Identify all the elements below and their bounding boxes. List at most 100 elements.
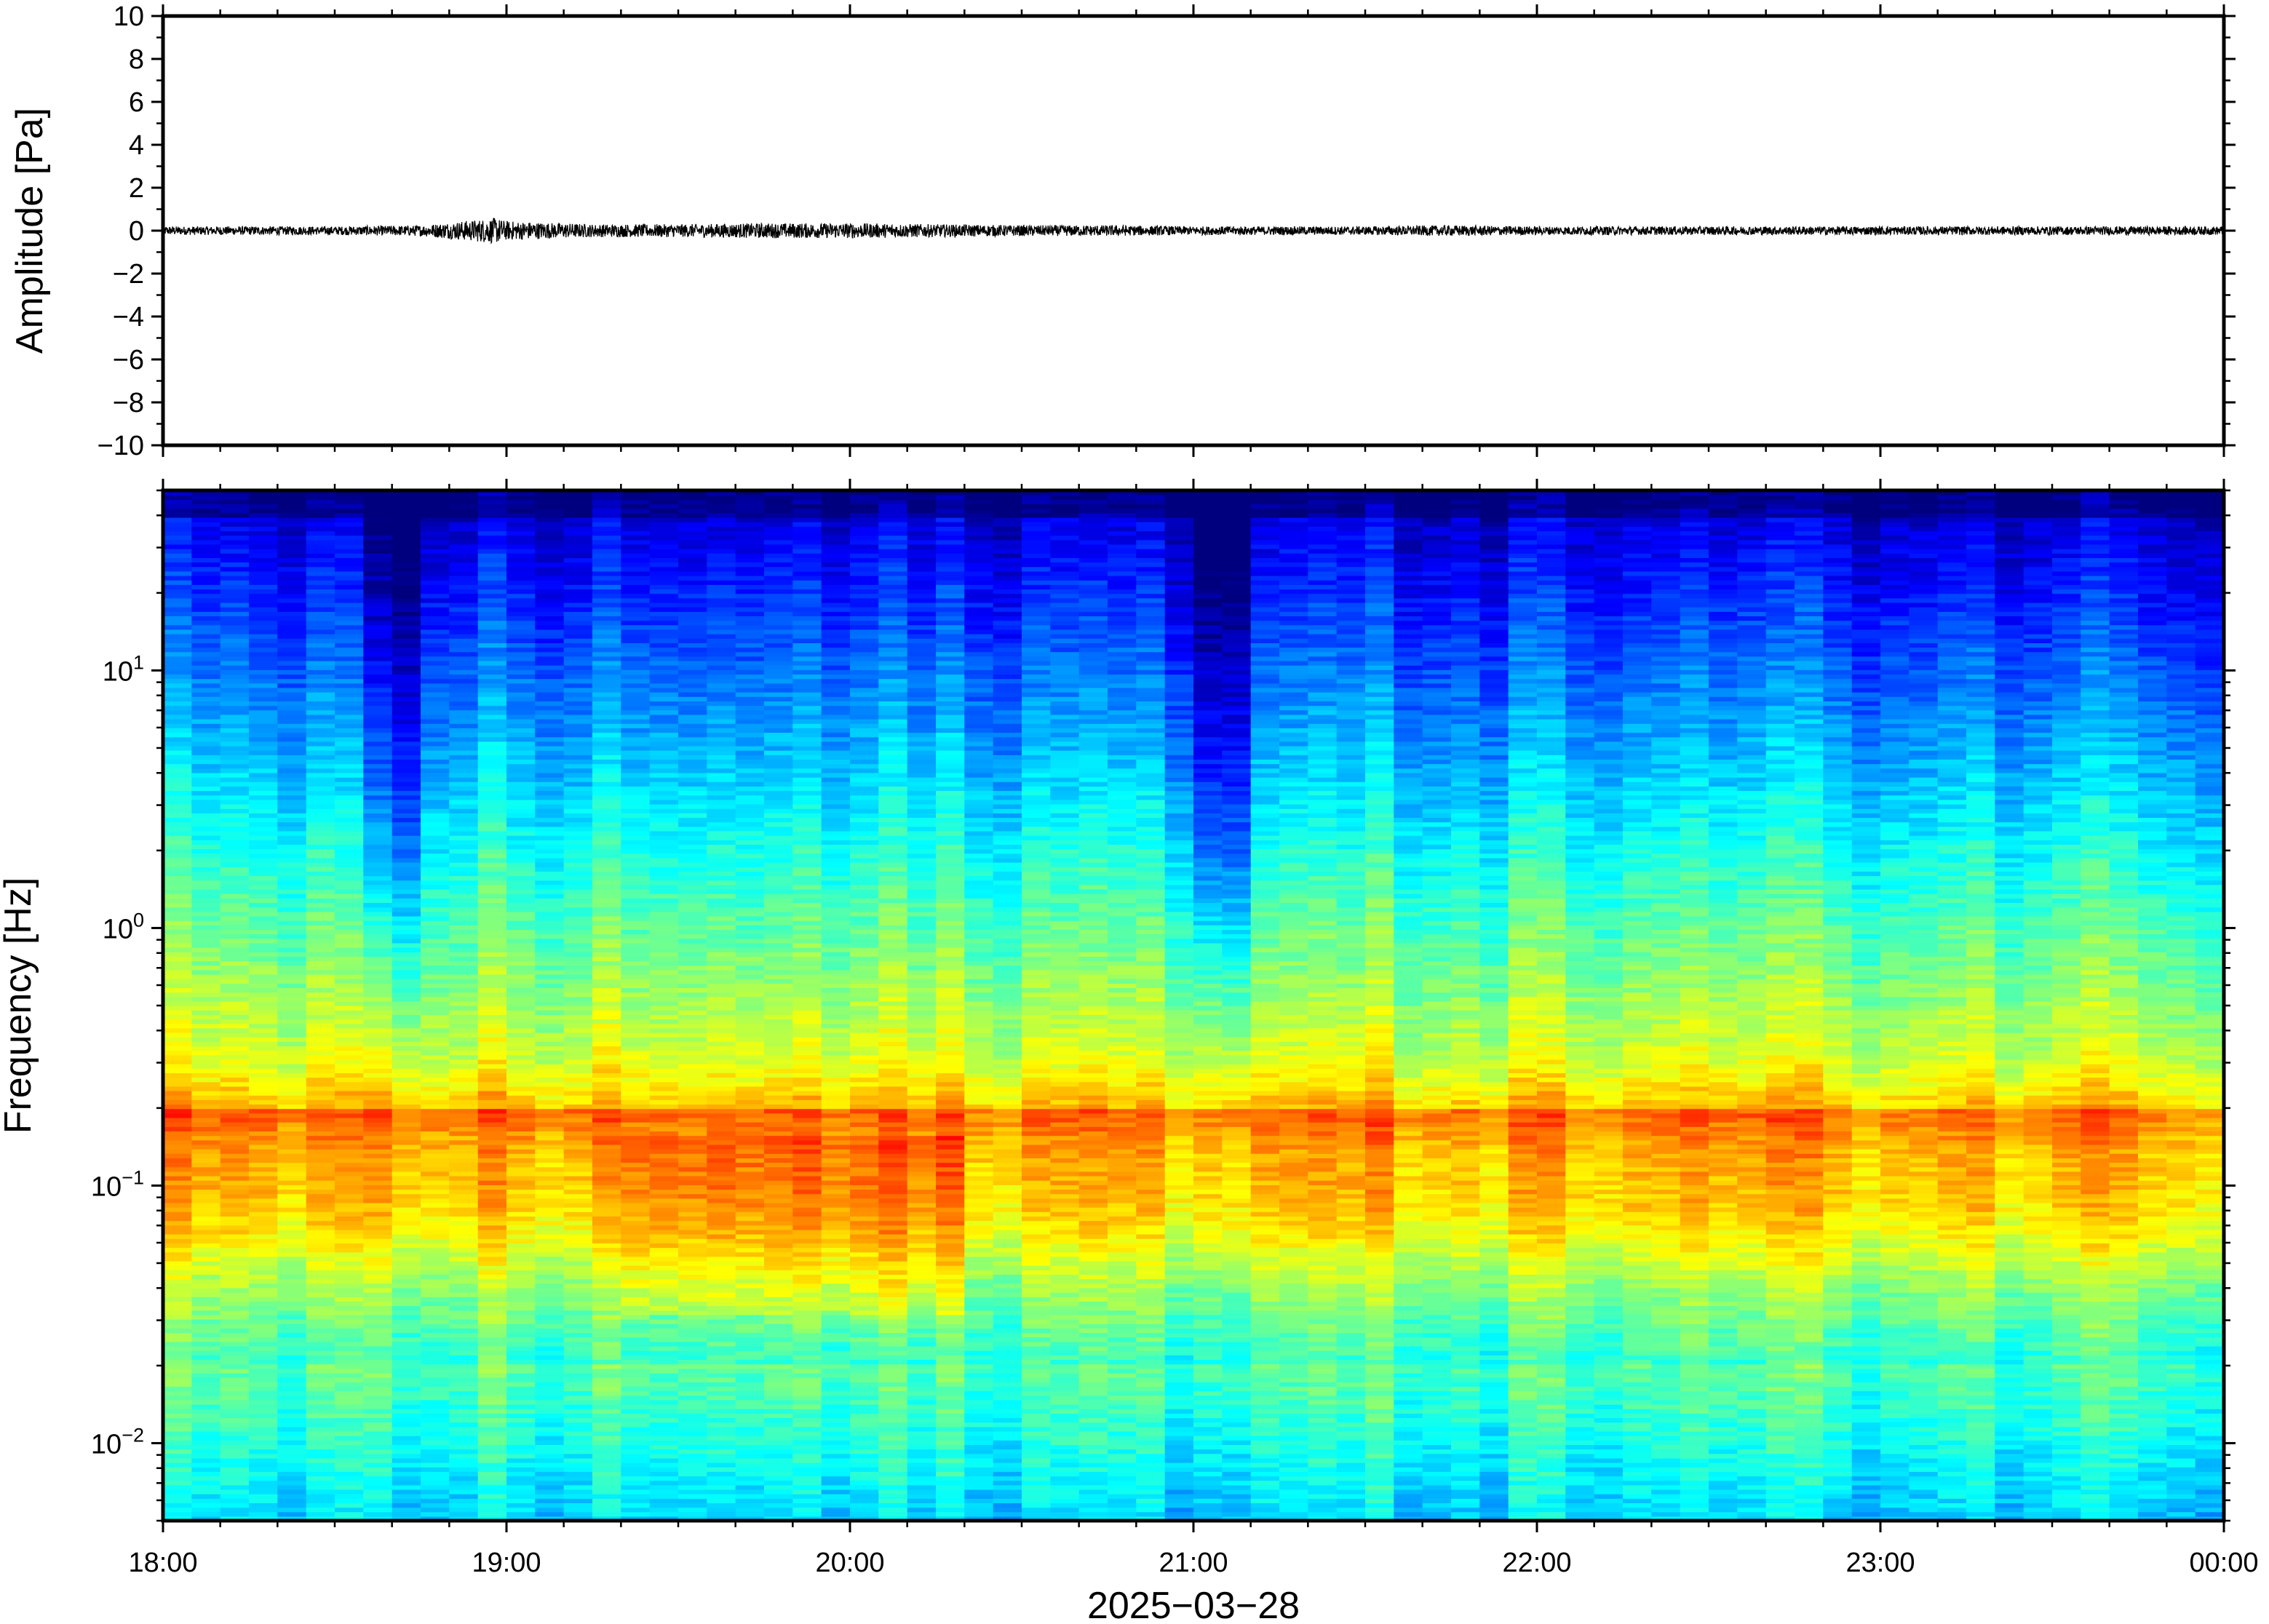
spectrogram-cell (535, 696, 565, 701)
spectrogram-cell (678, 893, 707, 899)
spectrogram-cell (563, 1489, 593, 1494)
spectrogram-cell (335, 1122, 364, 1127)
spectrogram-cell (277, 1185, 307, 1190)
spectrogram-cell (592, 804, 621, 809)
spectrogram-cell (477, 647, 507, 653)
spectrogram-cell (477, 530, 507, 536)
spectrogram-cell (535, 893, 565, 899)
spectrogram-cell (249, 1032, 278, 1038)
spectrogram-cell (735, 1027, 765, 1033)
spectrogram-cell (249, 1041, 278, 1047)
spectrogram-cell (707, 1158, 736, 1163)
spectrogram-cell (163, 808, 192, 813)
spectrogram-cell (191, 1153, 221, 1158)
spectrogram-cell (335, 719, 364, 724)
spectrogram-cell (421, 1086, 450, 1091)
spectrogram-cell (306, 1081, 335, 1087)
spectrogram-cell (535, 1207, 565, 1212)
spectrogram-cell (421, 1337, 450, 1342)
spectrogram-cell (563, 638, 593, 643)
spectrogram-cell (163, 1158, 192, 1163)
spectrogram-cell (506, 915, 536, 921)
spectrogram-cell (506, 781, 536, 787)
spectrogram-cell (535, 1139, 565, 1145)
spectrogram-cell (649, 1345, 679, 1351)
spectrogram-cell (735, 1099, 765, 1105)
spectrogram-cell (735, 880, 765, 885)
spectrogram-cell (535, 983, 565, 988)
spectrogram-cell (506, 965, 536, 971)
spectrogram-cell (735, 920, 765, 926)
spectrogram-cell (506, 1337, 536, 1342)
spectrogram-cell (535, 1457, 565, 1463)
spectrogram-cell (506, 1324, 536, 1329)
spectrogram-cell (707, 741, 736, 747)
spectrogram-cell (592, 616, 621, 621)
spectrogram-cell (649, 1270, 679, 1275)
spectrogram-cell (735, 1480, 765, 1486)
spectrogram-cell (449, 1457, 479, 1463)
spectrogram-cell (678, 656, 707, 661)
spectrogram-cell (249, 804, 278, 809)
spectrogram-cell (563, 1027, 593, 1033)
spectrogram-cell (220, 1444, 250, 1450)
spectrogram-cell (421, 1324, 450, 1329)
spectrogram-cell (306, 1511, 335, 1517)
spectrogram-cell (421, 602, 450, 608)
spectrogram-cell (449, 1095, 479, 1100)
spectrogram-cell (678, 1319, 707, 1324)
spectrogram-cell (707, 1064, 736, 1069)
spectrogram-cell (392, 1364, 421, 1369)
spectrogram-cell (249, 611, 278, 616)
spectrogram-cell (392, 1216, 421, 1222)
spectrogram-cell (335, 642, 364, 648)
spectrogram-cell (220, 1050, 250, 1056)
spectrogram-cell (535, 1104, 565, 1110)
spectrogram-cell (735, 526, 765, 532)
spectrogram-cell (335, 530, 364, 536)
spectrogram-cell (764, 1386, 793, 1392)
spectrogram-cell (277, 616, 307, 621)
spectrogram-cell (163, 723, 192, 728)
spectrogram-cell (678, 629, 707, 634)
spectrogram-cell (535, 1108, 565, 1114)
spectrogram-cell (421, 1417, 450, 1423)
spectrogram-cell (477, 830, 507, 836)
spectrogram-cell (621, 1409, 651, 1414)
spectrogram-cell (535, 642, 565, 648)
spectrogram-cell (249, 629, 278, 634)
spectrogram-cell (249, 705, 278, 711)
spectrogram-cell (191, 1404, 221, 1409)
spectrogram-cell (191, 620, 221, 626)
spectrogram-cell (735, 1359, 765, 1365)
spectrogram-cell (249, 777, 278, 782)
spectrogram-cell (477, 750, 507, 755)
spectrogram-cell (421, 1502, 450, 1508)
spectrogram-cell (621, 1112, 651, 1118)
spectrogram-cell (649, 1364, 679, 1369)
spectrogram-cell (649, 1489, 679, 1494)
spectrogram-cell (621, 1014, 651, 1020)
spectrogram-cell (363, 952, 393, 957)
spectrogram-cell (506, 1292, 536, 1297)
spectrogram-cell (506, 1068, 536, 1073)
spectrogram-cell (592, 611, 621, 616)
spectrogram-cell (649, 669, 679, 675)
spectrogram-cell (421, 728, 450, 733)
spectrogram-cell (335, 1112, 364, 1118)
spectrogram-cell (306, 539, 335, 545)
spectrogram-cell (506, 826, 536, 832)
spectrogram-cell (363, 1112, 393, 1118)
spectrogram-cell (707, 616, 736, 621)
spectrogram-cell (649, 660, 679, 666)
spectrogram-cell (363, 522, 393, 527)
spectrogram-cell (249, 589, 278, 594)
spectrogram-cell (163, 1260, 192, 1266)
spectrogram-cell (506, 728, 536, 733)
spectrogram-cell (392, 741, 421, 747)
spectrogram-cell (306, 1417, 335, 1423)
spectrogram-cell (335, 1014, 364, 1020)
spectrogram-cell (764, 1498, 793, 1503)
spectrogram-cell (649, 992, 679, 998)
spectrogram-cell (249, 888, 278, 894)
